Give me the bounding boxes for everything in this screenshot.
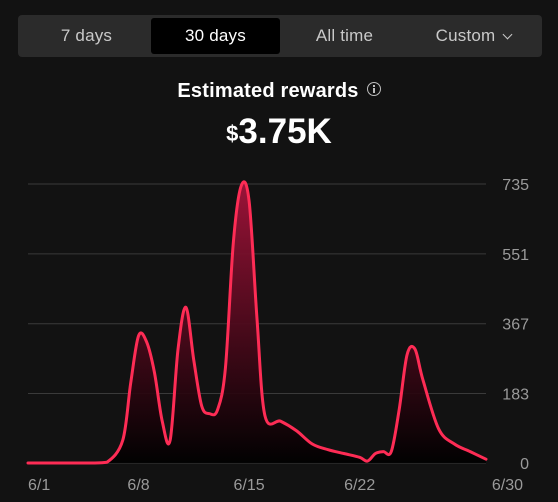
metric-label: Estimated rewards	[177, 80, 359, 102]
tab-7-days[interactable]: 7 days	[22, 18, 151, 54]
x-tick-label: 6/1	[28, 477, 50, 494]
info-icon[interactable]	[366, 82, 381, 96]
date-range-selector: 7 days 30 days All time Custom	[18, 15, 542, 57]
x-tick-label: 6/8	[127, 477, 149, 494]
metric-amount: 3.75K	[238, 112, 332, 151]
tab-custom-label: Custom	[435, 26, 496, 45]
metric-value: $3.75K	[0, 112, 558, 152]
tab-custom[interactable]: Custom	[409, 18, 538, 54]
tab-all-time[interactable]: All time	[280, 18, 409, 54]
x-tick-label: 6/22	[344, 477, 375, 494]
x-axis-ticks: 6/1 6/8 6/15 6/22 6/30	[28, 477, 523, 494]
tab-30-days-label: 30 days	[185, 26, 246, 45]
y-tick-label: 551	[502, 247, 529, 264]
y-tick-label: 367	[502, 317, 529, 334]
tab-30-days[interactable]: 30 days	[151, 18, 280, 54]
x-tick-label: 6/15	[234, 477, 265, 494]
y-tick-label: 735	[502, 177, 529, 194]
metric-label-row: Estimated rewards	[0, 80, 558, 103]
y-axis-ticks: 0 183 367 551 735	[502, 177, 529, 473]
y-tick-label: 0	[520, 456, 529, 473]
y-tick-label: 183	[502, 387, 529, 404]
tab-7-days-label: 7 days	[60, 26, 113, 45]
series-layer	[26, 180, 488, 465]
currency-symbol: $	[226, 121, 239, 146]
series-line	[26, 180, 488, 465]
tab-all-time-label: All time	[315, 26, 374, 45]
x-tick-label: 6/30	[492, 477, 523, 494]
